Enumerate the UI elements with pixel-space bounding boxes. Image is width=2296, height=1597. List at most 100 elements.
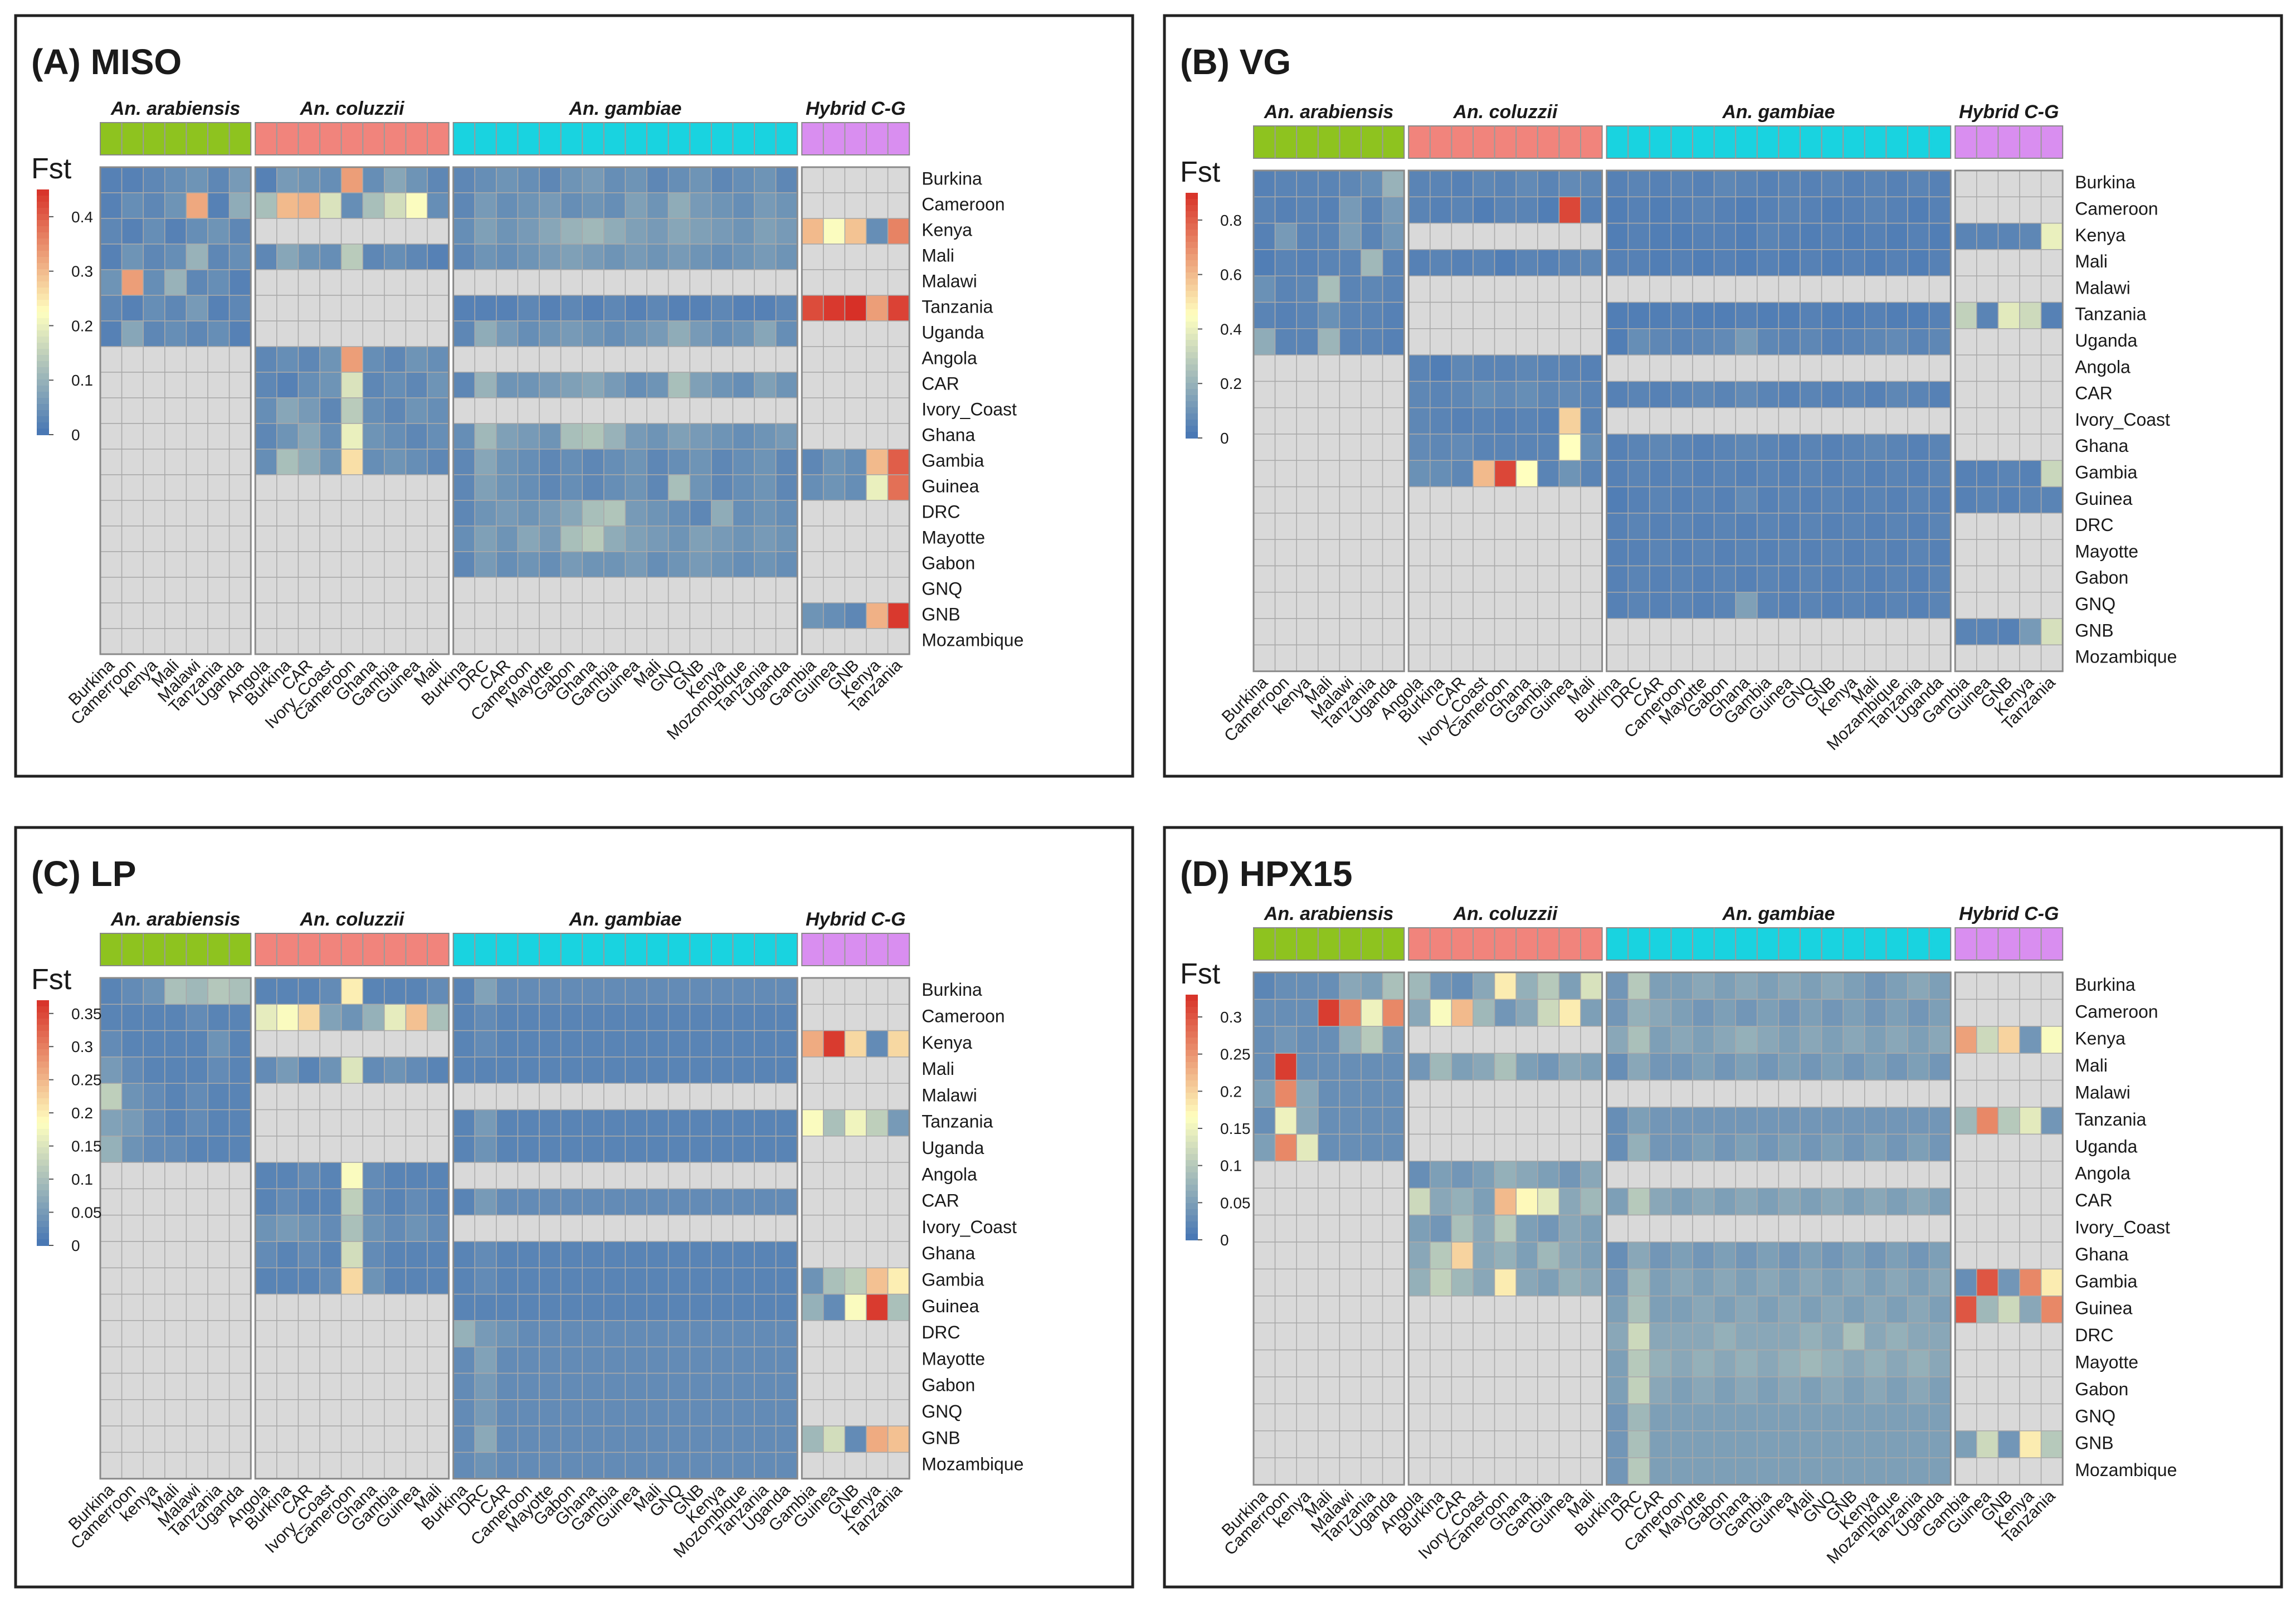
heatmap-cell [228, 1004, 251, 1031]
heatmap-cell [1800, 196, 1822, 224]
heatmap-cell [1692, 972, 1715, 1000]
heatmap-cell [1800, 301, 1822, 329]
heatmap-cell [1296, 249, 1319, 276]
heatmap-cell [1757, 1187, 1780, 1216]
heatmap-cell-missing [887, 1083, 910, 1111]
heatmap-cell [1627, 196, 1650, 224]
heatmap-cell [1274, 249, 1297, 276]
heatmap-cell [625, 1004, 647, 1031]
heatmap-cell [1821, 486, 1844, 514]
heatmap-cell [1997, 1268, 2020, 1297]
heatmap-cell [775, 167, 798, 193]
heatmap-cell [560, 372, 583, 398]
heatmap-cell [823, 1109, 846, 1137]
heatmap-cell [1253, 249, 1276, 276]
heatmap-cell-missing [1318, 1161, 1340, 1189]
heatmap-cell-missing [1494, 1296, 1517, 1323]
heatmap-cell-missing [2019, 1133, 2042, 1162]
heatmap-cell-missing [1339, 565, 1362, 593]
heatmap-cell-missing [823, 192, 846, 219]
legend-gradient-step [1186, 291, 1198, 298]
heatmap-cell-missing [100, 1267, 123, 1295]
heatmap-cell [1692, 1457, 1715, 1486]
heatmap-cell [801, 1425, 824, 1453]
heatmap-cell [1515, 1053, 1538, 1081]
heatmap-cell-missing [207, 1346, 230, 1374]
heatmap-cell [143, 192, 165, 219]
heatmap-cell-missing [689, 1162, 712, 1190]
heatmap-cell-missing [1580, 513, 1603, 540]
heatmap-cell [1864, 1322, 1887, 1351]
heatmap-cell-missing [801, 977, 824, 1005]
heatmap-cell-missing [1494, 328, 1517, 356]
heatmap-cell-missing [1494, 1430, 1517, 1458]
heatmap-cell [1430, 381, 1452, 408]
heatmap-cell [1842, 1322, 1865, 1351]
heatmap-cell-missing [1997, 592, 2020, 619]
heatmap-cell [1537, 1214, 1560, 1243]
heatmap-cell-missing [1735, 354, 1758, 382]
heatmap-cell-missing [100, 577, 123, 603]
heatmap-cell-missing [1928, 1079, 1951, 1108]
heatmap-cell [754, 1452, 777, 1479]
heatmap-cell [754, 167, 777, 193]
heatmap-cell [1451, 1053, 1474, 1081]
legend-gradient-step [1186, 432, 1198, 439]
legend-gradient-step [1186, 279, 1198, 285]
heatmap-cell [1408, 434, 1431, 461]
heatmap-cell [603, 449, 626, 475]
legend-gradient-step [37, 306, 49, 313]
heatmap-cell [1735, 1322, 1758, 1351]
heatmap-cell [1735, 1403, 1758, 1432]
row-label: DRC [2075, 515, 2113, 535]
heatmap-cell-missing [823, 1320, 846, 1347]
legend-gradient-step [37, 1006, 49, 1013]
heatmap-cell-missing [164, 1452, 187, 1479]
heatmap-cell-missing [2019, 1079, 2042, 1108]
group-block-border [1954, 971, 2064, 1486]
heatmap-cell-missing [754, 1214, 777, 1242]
heatmap-cell [517, 1399, 540, 1426]
heatmap-cell [582, 474, 605, 501]
heatmap-cell [121, 977, 144, 1005]
legend-gradient-step [37, 1166, 49, 1172]
heatmap-cell [1670, 1268, 1693, 1297]
legend-gradient-step [1186, 334, 1198, 340]
heatmap-cell [754, 244, 777, 270]
heatmap-cell [207, 244, 230, 270]
heatmap-cell [801, 1030, 824, 1058]
heatmap-cell-missing [1408, 1403, 1431, 1432]
heatmap-cell [1928, 1026, 1951, 1054]
heatmap-cell-missing [1954, 644, 1977, 672]
heatmap-cell-missing [1515, 275, 1538, 303]
group-block-border [1606, 971, 1952, 1486]
heatmap-cell [1907, 328, 1930, 356]
heatmap-cell [646, 1267, 669, 1295]
heatmap-cell-missing [496, 1214, 519, 1242]
heatmap-cell-missing [143, 1162, 165, 1190]
heatmap-cell-missing [1558, 565, 1581, 593]
heatmap-cell [427, 1241, 450, 1269]
heatmap-cell-missing [1318, 1214, 1340, 1243]
heatmap-cell-missing [2040, 999, 2063, 1027]
heatmap-cell [1864, 1296, 1887, 1323]
heatmap-cell-missing [1274, 1296, 1297, 1323]
heatmap-cell [1382, 196, 1405, 224]
heatmap-cell [1649, 486, 1672, 514]
heatmap-cell [689, 977, 712, 1005]
heatmap-cell [1692, 381, 1715, 408]
heatmap-cell-missing [754, 1162, 777, 1190]
heatmap-cell-missing [1606, 354, 1629, 382]
heatmap-cell [186, 244, 208, 270]
heatmap-cell [1757, 301, 1780, 329]
heatmap-cell-missing [1864, 407, 1887, 435]
heatmap-cell-missing [186, 525, 208, 552]
heatmap-cell-missing [1296, 1349, 1319, 1377]
heatmap-cell [405, 1162, 428, 1190]
heatmap-cell-missing [866, 1083, 889, 1111]
heatmap-cell-missing [1274, 1161, 1297, 1189]
heatmap-cell-missing [255, 320, 277, 347]
heatmap-cell-missing [1515, 222, 1538, 250]
heatmap-cell-missing [823, 977, 846, 1005]
legend-gradient-step [37, 422, 49, 429]
